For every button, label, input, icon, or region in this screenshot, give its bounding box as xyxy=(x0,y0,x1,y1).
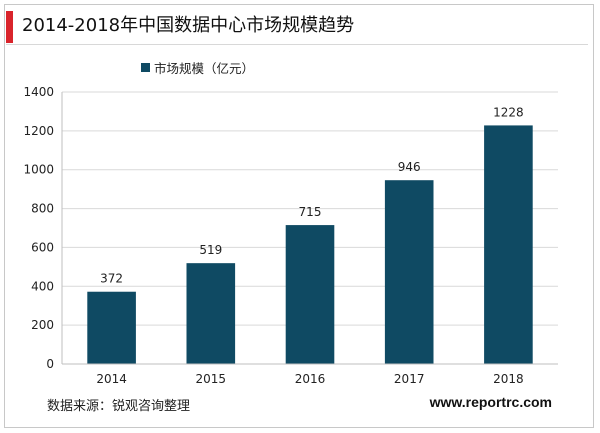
legend: 市场规模（亿元） xyxy=(141,58,254,77)
y-tick-label: 0 xyxy=(46,357,54,371)
title-accent-bar xyxy=(6,11,13,43)
bar-2015 xyxy=(186,263,236,364)
legend-swatch xyxy=(141,63,150,72)
bar-2018 xyxy=(484,125,533,364)
y-tick-label: 200 xyxy=(31,318,54,332)
bar-2016 xyxy=(285,225,335,364)
y-tick-label: 800 xyxy=(31,202,54,216)
y-tick-label: 1200 xyxy=(23,124,54,138)
x-tick-label-2016: 2016 xyxy=(295,372,326,386)
y-axis: 0 200 400 600 800 1000 1200 1400 xyxy=(23,85,63,371)
y-tick-label: 600 xyxy=(31,240,54,254)
source-note: 数据来源：锐观咨询整理 xyxy=(47,399,191,414)
x-axis: 2014 2015 2016 2017 2018 xyxy=(62,363,558,386)
legend-label: 市场规模（亿元） xyxy=(154,61,255,76)
bar-2014 xyxy=(87,291,136,364)
data-label-2014: 372 xyxy=(100,272,123,286)
x-tick-label-2017: 2017 xyxy=(394,372,425,386)
y-tick-label: 1000 xyxy=(23,163,54,177)
data-label-2017: 946 xyxy=(398,160,421,174)
data-labels: 372 519 715 946 1228 xyxy=(100,105,524,285)
data-label-2015: 519 xyxy=(199,243,222,257)
chart-title: 2014-2018年中国数据中心市场规模趋势 xyxy=(22,15,355,36)
bar-2017 xyxy=(384,180,434,364)
x-tick-label-2018: 2018 xyxy=(493,372,524,386)
data-label-2018: 1228 xyxy=(493,105,524,119)
y-tick-label: 400 xyxy=(31,279,54,293)
x-tick-label-2014: 2014 xyxy=(96,372,127,386)
title-divider xyxy=(6,44,588,45)
data-label-2016: 715 xyxy=(299,205,322,219)
x-tick-label-2015: 2015 xyxy=(196,372,227,386)
y-tick-label: 1400 xyxy=(23,85,54,99)
website-link[interactable]: www.reportrc.com xyxy=(429,394,552,410)
bars xyxy=(87,125,533,364)
